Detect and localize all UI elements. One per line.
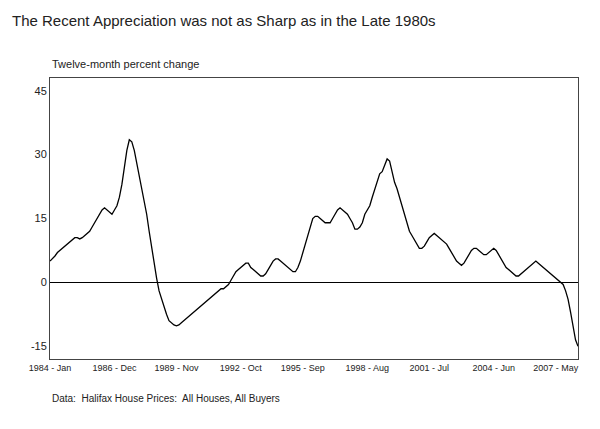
svg-text:30: 30 (35, 148, 47, 160)
svg-text:2001 - Jul: 2001 - Jul (410, 363, 450, 373)
svg-text:Data: Halifax House Prices:: Data: Halifax House Prices: All Houses, … (52, 393, 280, 404)
svg-text:2004 - Jun: 2004 - Jun (472, 363, 515, 373)
svg-text:0: 0 (41, 276, 47, 288)
svg-text:1986 - Dec: 1986 - Dec (92, 363, 137, 373)
svg-text:1995 - Sep: 1995 - Sep (281, 363, 325, 373)
svg-text:1992 - Oct: 1992 - Oct (220, 363, 263, 373)
svg-text:2007 - May: 2007 - May (533, 363, 579, 373)
svg-text:1998 - Aug: 1998 - Aug (346, 363, 390, 373)
svg-text:45: 45 (35, 85, 47, 97)
svg-text:The Recent Appreciation was no: The Recent Appreciation was not as Sharp… (12, 12, 436, 29)
svg-text:1989 - Nov: 1989 - Nov (154, 363, 199, 373)
svg-text:15: 15 (35, 212, 47, 224)
svg-text:-15: -15 (31, 340, 47, 352)
svg-text:1984 - Jan: 1984 - Jan (29, 363, 72, 373)
svg-text:Twelve-month percent change: Twelve-month percent change (52, 58, 199, 70)
